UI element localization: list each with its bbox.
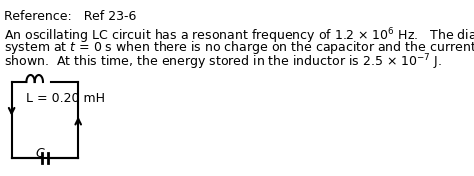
Text: C: C <box>36 147 44 160</box>
Text: Reference:   Ref 23-6: Reference: Ref 23-6 <box>4 10 137 23</box>
Text: An oscillating LC circuit has a resonant frequency of 1.2 $\times$ 10$^6$ Hz.   : An oscillating LC circuit has a resonant… <box>4 26 474 46</box>
Text: L = 0.20 mH: L = 0.20 mH <box>27 92 105 105</box>
Text: shown.  At this time, the energy stored in the inductor is 2.5 $\times$ 10$^{-7}: shown. At this time, the energy stored i… <box>4 52 442 72</box>
Text: system at $t$ = 0 s when there is no charge on the capacitor and the current is : system at $t$ = 0 s when there is no cha… <box>4 39 474 56</box>
